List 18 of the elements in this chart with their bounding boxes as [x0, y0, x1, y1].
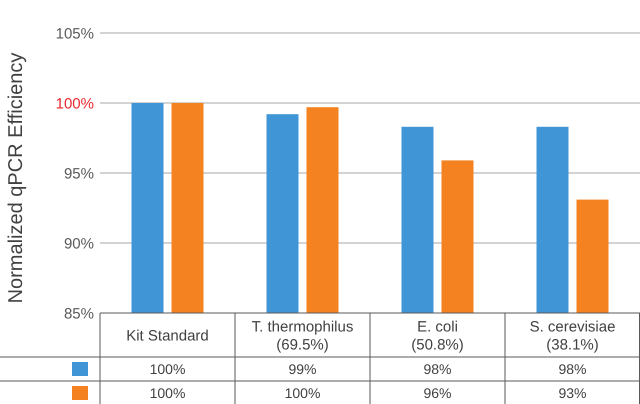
x-tick-label: Kit Standard — [126, 327, 209, 344]
data-label: 96% — [423, 384, 452, 401]
x-tick-label: E. coli (50.8%) — [411, 318, 464, 354]
y-tick-label: 95% — [64, 165, 94, 182]
y-tick-label: 90% — [64, 235, 94, 252]
x-tick-label: T. thermophilus (69.5%) — [252, 318, 354, 354]
data-label: 100% — [150, 384, 186, 401]
data-label: 100% — [284, 384, 320, 401]
y-tick-label: 105% — [56, 25, 94, 42]
y-axis-title: Normalized qPCR Efficiency — [5, 52, 27, 304]
data-label: 98% — [558, 360, 587, 377]
data-label: 99% — [288, 360, 317, 377]
y-tick-label: 100% — [56, 95, 94, 112]
y-tick-label: 85% — [64, 305, 94, 322]
x-tick-label: S. cerevisiae (38.1%) — [530, 318, 616, 354]
data-label: 98% — [423, 360, 452, 377]
data-label: 100% — [150, 360, 186, 377]
data-label: 93% — [558, 384, 587, 401]
